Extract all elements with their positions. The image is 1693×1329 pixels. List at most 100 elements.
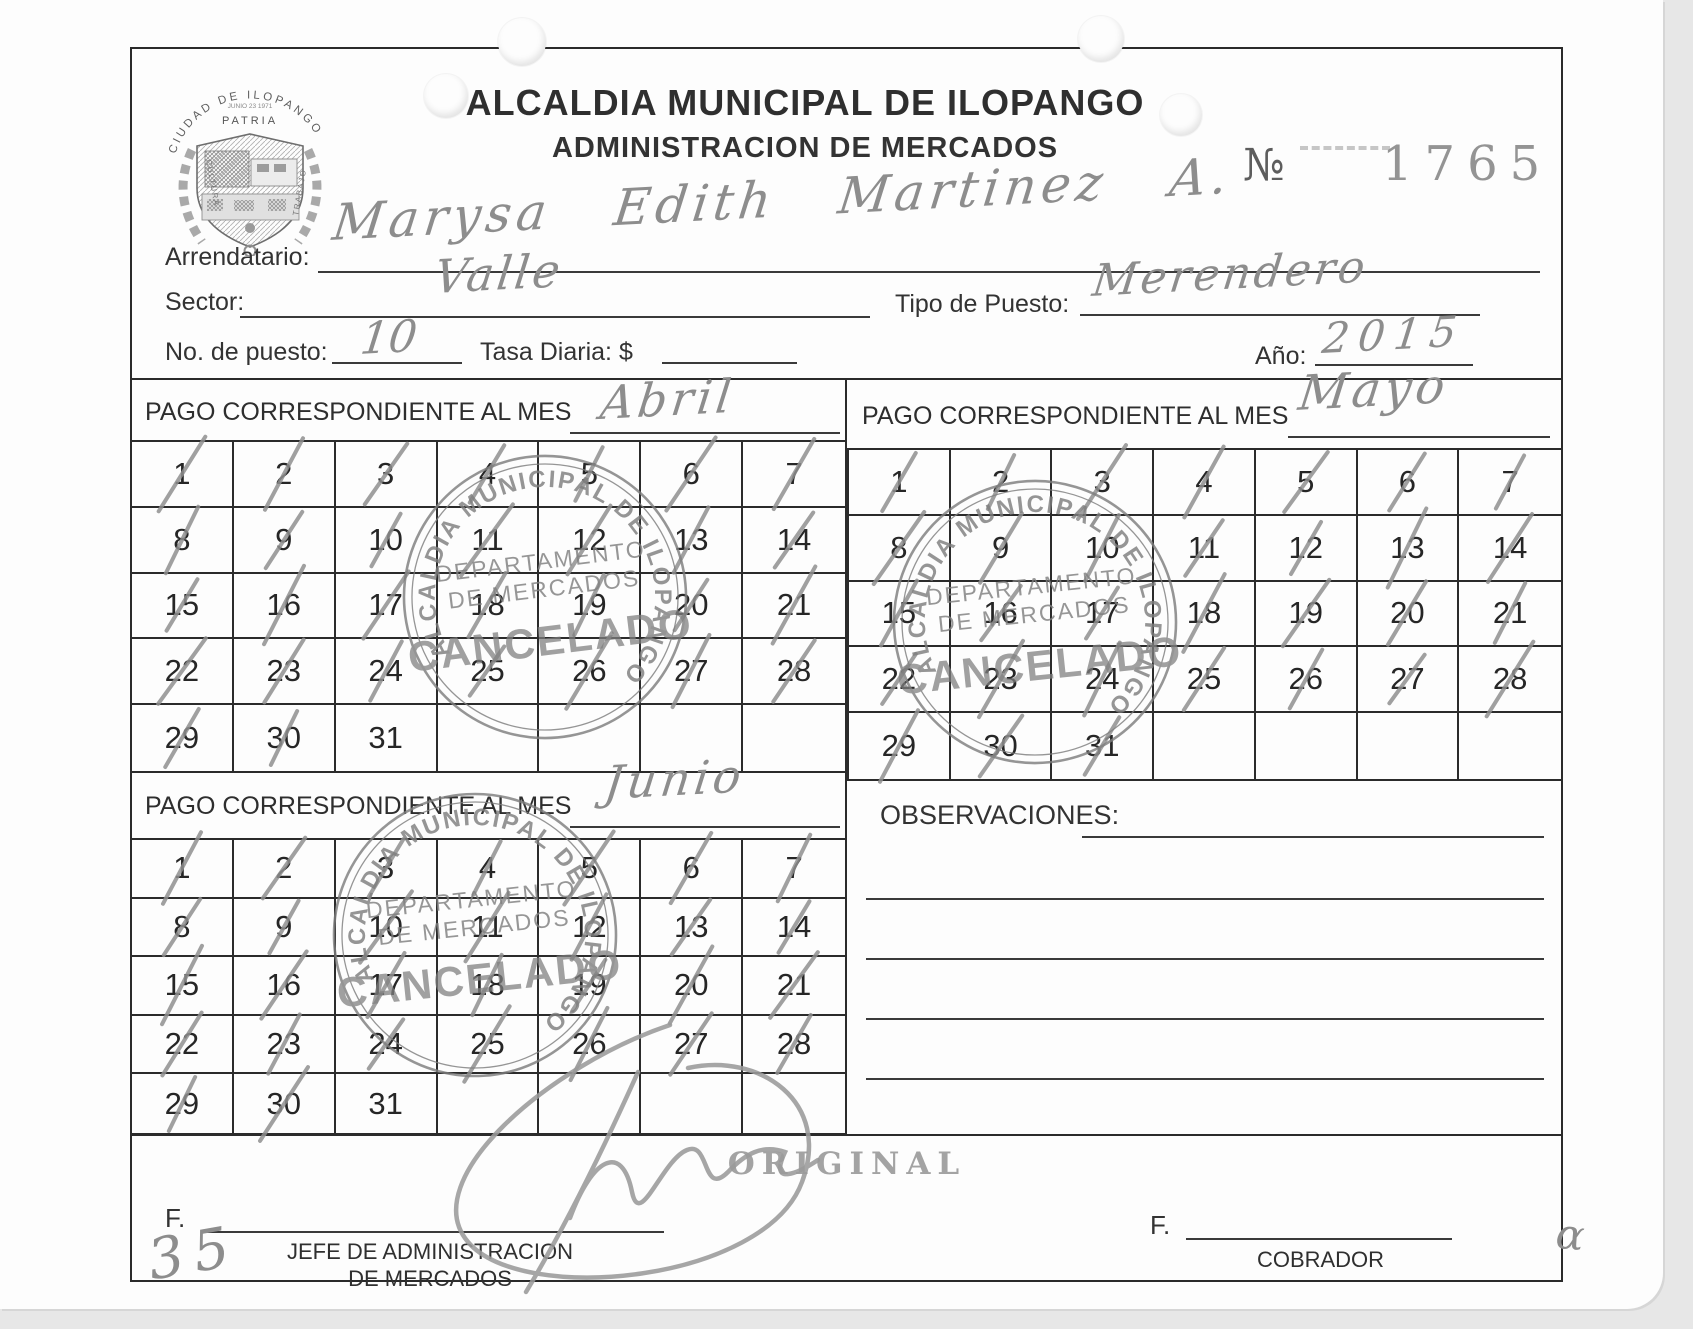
day-number: 16 (266, 967, 302, 1003)
shield-detail (268, 199, 286, 211)
day-number: 14 (776, 908, 812, 944)
calendar-day-cell: 30 (234, 1064, 336, 1144)
no-puesto-label: No. de puesto: (165, 338, 328, 366)
numero-sign: № (1243, 140, 1285, 191)
shield-detail (204, 150, 250, 188)
anio-line (1315, 364, 1473, 366)
observaciones-blank-lines (866, 840, 1544, 1080)
calendar-day-cell: 16 (233, 563, 336, 648)
signature-loop (453, 1022, 812, 1280)
day-number: 9 (275, 908, 293, 944)
calendar-1-day-grid: 1 2 3 4 5 6 7 8 9 10 11 12 13 14 15 16 17 18 19 20 21 22 23 24 2… (130, 433, 847, 773)
right-signature-f-label: F. (1150, 1210, 1171, 1240)
calendar-day-cell: 24 (1052, 640, 1155, 719)
day-number: 11 (1187, 529, 1221, 565)
day-number: 22 (164, 653, 200, 689)
signature-zigzag (567, 1146, 821, 1221)
calendar-day-cell: 23 (233, 637, 336, 706)
original-stamp-text: ORIGINAL (727, 1146, 967, 1182)
day-number: 31 (368, 1085, 403, 1121)
day-number: 7 (1501, 463, 1519, 499)
footer-divider-line (130, 1134, 1563, 1136)
shield-detail (234, 200, 254, 211)
signature-tail (523, 1069, 641, 1295)
calendar-day-cell: 6 (641, 830, 744, 907)
day-number: 15 (164, 587, 200, 623)
shield-detail (274, 164, 286, 172)
observaciones-label: OBSERVACIONES: (880, 800, 1120, 830)
calendar-day-cell (641, 1074, 744, 1133)
calendar-day-cell: 13 (641, 896, 744, 958)
calendar-2-month-line (1288, 436, 1550, 438)
seal-bottom-knot (243, 244, 257, 256)
hole-punch (1160, 94, 1202, 136)
calendar-day-cell: 30 (234, 705, 336, 771)
calendar-day-cell: 30 (951, 712, 1053, 780)
calendar-day-cell (1256, 713, 1358, 779)
shield-detail (245, 223, 255, 233)
cancelado-stamp-abril: ALCALDIA MUNICIPAL DE ILOPANGO DEPARTAME… (395, 447, 695, 747)
calendar-day-cell: 15 (849, 578, 951, 649)
day-number: 14 (776, 521, 812, 557)
calendar-day-cell: 21 (743, 564, 845, 647)
tipo-puesto-line (1080, 314, 1480, 316)
calendar-day-cell: 31 (336, 705, 438, 771)
calendar-day-cell: 14 (1459, 510, 1561, 585)
scanned-page: CIUDAD DE ILOPANGO JUNIO 23 1971 PATRIA … (0, 0, 1663, 1309)
arrendatario-label: Arrendatario: (165, 243, 310, 271)
hole-punch (1078, 16, 1124, 62)
anio-handwritten-value: 2015 (1319, 306, 1469, 364)
day-number: 8 (173, 521, 191, 557)
calendar-day-cell (1154, 713, 1256, 779)
calendar-day-cell: 27 (1357, 647, 1460, 714)
day-number: 22 (164, 1026, 200, 1062)
observaciones-blank-line (866, 900, 1544, 960)
calendar-day-cell: 25 (1154, 645, 1256, 714)
day-number: 2 (275, 455, 293, 491)
day-number: 29 (164, 1085, 200, 1121)
day-number: 2 (275, 850, 293, 886)
calendar-day-cell: 2 (233, 835, 336, 902)
calendar-day-cell: 20 (1357, 579, 1460, 648)
calendar-day-cell: 11 (1154, 515, 1256, 582)
calendar-day-cell: 26 (1255, 647, 1358, 714)
calendar-day-cell: 15 (132, 573, 234, 640)
calendar-3-month-line (570, 826, 840, 828)
shield-detail (250, 158, 298, 187)
calendar-day-cell: 18 (437, 570, 540, 641)
tasa-diaria-line (662, 362, 797, 364)
calendar-day-cell (1459, 713, 1561, 779)
tipo-puesto-label: Tipo de Puesto: (895, 290, 1070, 318)
calendar-day-cell: 12 (539, 891, 642, 963)
calendar-2-header-label: PAGO CORRESPONDIENTE AL MES (862, 402, 1289, 430)
calendar-day-cell (438, 1074, 540, 1133)
calendar-day-cell: 17 (335, 569, 438, 642)
calendar-day-cell: 27 (641, 1010, 744, 1078)
calendar-1-header-label: PAGO CORRESPONDIENTE AL MES (145, 398, 572, 426)
calendar-day-cell: 22 (132, 635, 234, 707)
handwritten-number: 35 (142, 1213, 245, 1294)
calendar-day-cell (539, 1074, 642, 1133)
shield-detail (207, 199, 223, 211)
calendar-day-cell (1358, 713, 1460, 779)
left-signature-line (202, 1231, 664, 1233)
no-puesto-handwritten-value: 10 (357, 310, 420, 366)
form-number: 1765 (1382, 136, 1553, 192)
sector-line (240, 316, 870, 318)
day-number: 20 (673, 967, 709, 1003)
calendar-day-cell: 9 (233, 507, 336, 574)
calendar-day-cell: 28 (743, 1012, 845, 1076)
calendar-day-cell: 13 (1357, 505, 1460, 590)
calendar-day-cell: 28 (743, 637, 845, 706)
anio-label: Año: (1255, 342, 1307, 370)
hole-punch (424, 74, 468, 118)
calendar-day-cell: 25 (437, 639, 540, 706)
calendar-day-cell: 14 (743, 898, 845, 958)
laurel-right (294, 148, 322, 245)
calendar-day-cell: 15 (132, 943, 234, 1028)
calendar-day-cell: 8 (132, 896, 234, 958)
day-number: 13 (673, 908, 709, 944)
calendar-day-cell: 6 (1357, 450, 1460, 516)
day-number: 29 (164, 720, 200, 756)
day-number: 13 (1390, 529, 1425, 565)
